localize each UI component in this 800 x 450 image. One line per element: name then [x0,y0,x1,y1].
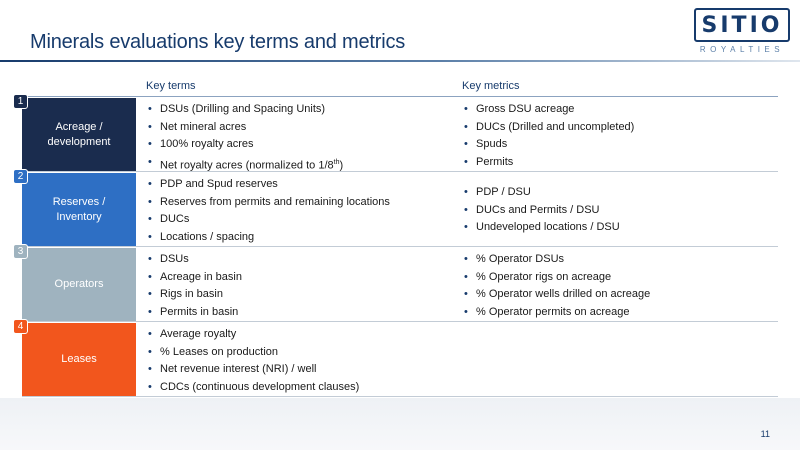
row-label-text: Reserves / Inventory [52,195,106,223]
key-term-item: PDP and Spud reserves [148,176,390,194]
key-term-item: % Leases on production [148,344,359,362]
key-term-item: Reserves from permits and remaining loca… [148,194,390,212]
key-metrics-list: Gross DSU acreage DUCs (Drilled and unco… [464,101,634,171]
logo-wordmark: SITIO [694,8,790,42]
row-label-text: Leases [61,353,97,365]
key-term-item: Average royalty [148,326,359,344]
key-term-item: Permits in basin [148,304,242,322]
key-metrics-list: % Operator DSUs % Operator rigs on acrea… [464,251,650,321]
key-term-item: CDCs (continuous development clauses) [148,379,359,397]
key-metrics-list: PDP / DSU DUCs and Permits / DSU Undevel… [464,184,620,237]
key-term-item: Locations / spacing [148,229,390,247]
column-header-key-terms: Key terms [146,80,196,92]
key-term-item: DSUs (Drilling and Spacing Units) [148,101,343,119]
row-number-badge: 3 [13,244,28,259]
key-metric-item: PDP / DSU [464,184,620,202]
row-number-badge: 4 [13,319,28,334]
key-term-item: Rigs in basin [148,286,242,304]
row-number-badge: 1 [13,94,28,109]
title-divider [0,60,800,62]
column-header-key-metrics: Key metrics [462,80,520,92]
row-label-box: Reserves / Inventory [22,173,136,246]
logo-tagline: ROYALTIES [699,45,785,54]
key-metric-item: Permits [464,154,634,172]
key-terms-list: PDP and Spud reserves Reserves from perm… [148,176,390,246]
key-term-item: Net mineral acres [148,119,343,137]
key-metric-item: % Operator permits on acreage [464,304,650,322]
row-leases: Leases 4 Average royalty % Leases on pro… [13,319,778,397]
row-reserves-inventory: Reserves / Inventory 2 PDP and Spud rese… [13,169,778,247]
key-term-item: Net revenue interest (NRI) / well [148,361,359,379]
key-metric-item: % Operator DSUs [464,251,650,269]
key-terms-list: DSUs (Drilling and Spacing Units) Net mi… [148,101,343,175]
key-term-item: 100% royalty acres [148,136,343,154]
slide-title: Minerals evaluations key terms and metri… [30,31,406,53]
row-label-box: Leases [22,323,136,396]
key-metric-item: Gross DSU acreage [464,101,634,119]
key-metric-item: % Operator rigs on acreage [464,269,650,287]
row-label-box: Operators [22,248,136,321]
footer-band [0,398,800,450]
key-metric-item: % Operator wells drilled on acreage [464,286,650,304]
row-number-badge: 2 [13,169,28,184]
row-label-box: Acreage / development [22,98,136,171]
row-acreage-development: Acreage / development 1 DSUs (Drilling a… [13,94,778,175]
row-label-text: Operators [54,278,104,290]
row-operators: Operators 3 DSUs Acreage in basin Rigs i… [13,244,778,322]
key-terms-list: Average royalty % Leases on production N… [148,326,359,396]
key-term-item: Net royalty acres (normalized to 1/8th) [148,154,343,175]
header-divider [22,96,778,97]
page-number: 11 [760,429,770,439]
key-metric-item: DUCs (Drilled and uncompleted) [464,119,634,137]
key-metric-item: Undeveloped locations / DSU [464,219,620,237]
key-term-item: DUCs [148,211,390,229]
key-metric-item: Spuds [464,136,634,154]
key-term-item: DSUs [148,251,242,269]
key-metric-item: DUCs and Permits / DSU [464,202,620,220]
key-term-item: Acreage in basin [148,269,242,287]
row-label-text: Acreage / development [47,120,111,148]
sitio-royalties-logo: SITIO ROYALTIES [694,8,790,58]
key-terms-list: DSUs Acreage in basin Rigs in basin Perm… [148,251,242,321]
